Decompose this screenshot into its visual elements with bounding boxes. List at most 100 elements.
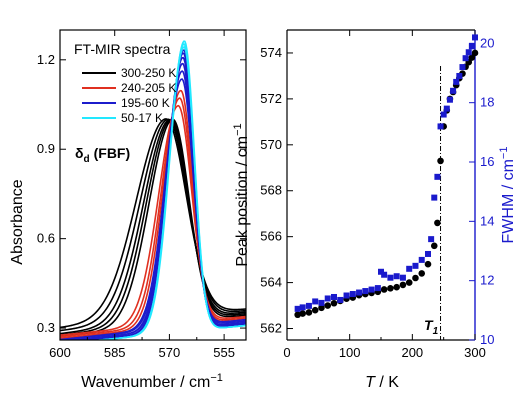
y-tick-label: 0.3 [37, 320, 55, 335]
fwhm-point [453, 78, 460, 85]
peak-position-point [471, 49, 479, 57]
fwhm-point [428, 236, 435, 243]
fwhm-point [412, 262, 419, 269]
spectrum-curve-4 [60, 118, 246, 336]
right-panel-points [294, 34, 479, 319]
y-tick-label: 574 [260, 45, 282, 60]
spectrum-curve-10 [60, 70, 246, 340]
peak-position-point [437, 157, 444, 165]
legend-label-1: 300-250 K [121, 66, 176, 80]
fwhm-point [368, 286, 375, 293]
fwhm-point [437, 123, 444, 130]
spectrum-curve-7 [60, 97, 246, 338]
fwhm-point [331, 293, 337, 300]
fwhm-point [381, 271, 388, 278]
fwhm-point [406, 265, 413, 272]
fwhm-point [434, 173, 441, 180]
legend-label-4: 50-17 K [121, 111, 163, 125]
y-tick-label: 562 [260, 321, 282, 336]
fwhm-point [459, 64, 466, 71]
fwhm-point [450, 87, 457, 94]
spectrum-curve-6 [60, 104, 246, 336]
peak-position-point [434, 219, 441, 227]
x-tick-label: 570 [159, 345, 181, 360]
peak-position-point [430, 242, 438, 250]
peak-position-point [387, 285, 394, 292]
fwhm-point [456, 72, 463, 79]
right-x-axis-title: T / K [365, 374, 399, 391]
peak-position-point [418, 270, 426, 277]
peak-position-point [330, 299, 338, 307]
fwhm-point [418, 256, 425, 263]
legend-label-3: 195-60 K [121, 96, 170, 110]
x-tick-label: 0 [283, 345, 290, 360]
fwhm-point [324, 295, 331, 302]
fwhm-point [472, 34, 478, 41]
peak-position-point [294, 311, 301, 319]
left-y-axis-title: Absorbance [9, 179, 26, 264]
fwhm-point [399, 274, 406, 281]
y-tick-label: 0.6 [37, 231, 55, 246]
peak-position-point [305, 309, 313, 316]
spectra-curves [60, 40, 246, 340]
fwhm-point [446, 96, 453, 103]
left-panel-axes: 600 585 570 555 0.3 0.6 0.9 1.2 [37, 29, 247, 360]
x-tick-label: 600 [49, 345, 71, 360]
left-x-axis-title: Wavenumber / cm−1 [81, 372, 223, 391]
fwhm-tick-label: 20 [480, 35, 494, 50]
fwhm-axis-title: FWHM / cm−1 [498, 147, 517, 244]
fwhm-point [294, 305, 301, 312]
left-plot-frame [59, 29, 247, 341]
peak-position-point [299, 310, 306, 317]
fwhm-point [387, 274, 394, 281]
y-tick-label: 570 [260, 137, 282, 152]
peak-label: δd (FBF) [75, 145, 130, 165]
y-tick-label: 0.9 [37, 141, 55, 156]
fwhm-point [393, 273, 400, 280]
fwhm-point [462, 55, 469, 62]
x-tick-label: 300 [464, 345, 486, 360]
spectrum-curve-1 [60, 118, 246, 329]
legend-title: FT-MIR spectra [74, 41, 171, 57]
fwhm-point [349, 291, 356, 298]
peak-position-point [399, 281, 407, 289]
y-tick-label: 564 [260, 275, 282, 290]
spectrum-curve-2 [60, 118, 246, 332]
y-tick-label: 1.2 [37, 52, 55, 67]
fwhm-point [312, 298, 319, 305]
right-panel-axes: 0 100 200 300 562 564 566 568 570 572 574 10 12 14 16 1… [260, 29, 494, 360]
peak-position-point [393, 283, 400, 291]
fwhm-point [299, 304, 306, 311]
peak-position-fwhm-panel: 0 100 200 300 562 564 566 568 570 572 574 10 12 14 16 1… [232, 29, 517, 391]
peak-position-point [412, 274, 419, 282]
spectra-curve-group [60, 40, 246, 340]
fwhm-point [362, 288, 369, 295]
fwhm-point [431, 194, 438, 201]
y-tick-label: 566 [260, 229, 282, 244]
y-tick-label: 568 [260, 183, 282, 198]
legend-label-2: 240-205 K [121, 81, 176, 95]
fwhm-point [465, 49, 472, 56]
x-tick-label: 555 [213, 345, 235, 360]
spectrum-curve-12 [63, 56, 246, 340]
transition-label: T1 [424, 317, 439, 337]
fwhm-point [343, 292, 350, 299]
spectrum-curve-17 [92, 40, 246, 340]
fwhm-point [305, 302, 312, 309]
fwhm-point [468, 43, 475, 50]
right-y-axis-title: Peak position / cm−1 [232, 123, 251, 266]
absorbance-spectra-panel: 600 585 570 555 0.3 0.6 0.9 1.2 FT-MIR spectra … [9, 29, 247, 391]
peak-position-point [318, 304, 325, 312]
y-tick-label: 572 [260, 91, 282, 106]
peak-position-point [380, 286, 388, 293]
fwhm-tick-label: 14 [480, 213, 494, 228]
peak-position-point [424, 260, 432, 268]
peak-position-point [324, 302, 332, 309]
fwhm-point [440, 111, 447, 118]
x-tick-label: 585 [104, 345, 126, 360]
peak-position-point [311, 306, 319, 314]
spectrum-curve-3 [60, 118, 246, 335]
fwhm-tick-label: 12 [480, 273, 494, 288]
